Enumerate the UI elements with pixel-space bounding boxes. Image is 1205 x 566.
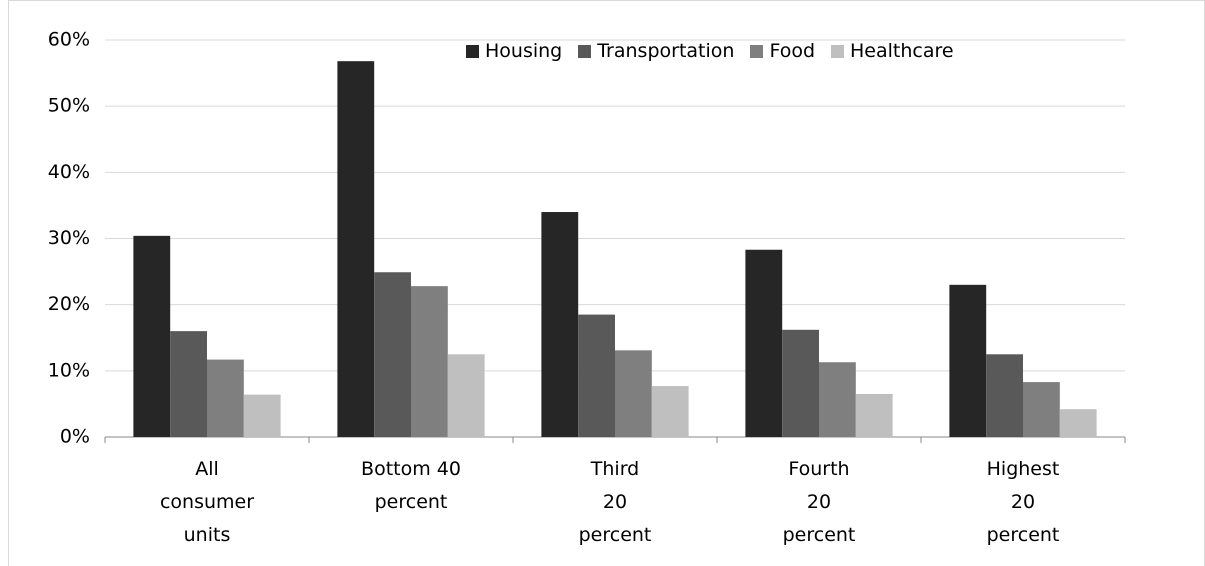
bar <box>986 354 1023 437</box>
bar <box>243 394 281 437</box>
y-tick-label: 10% <box>48 359 90 381</box>
legend-swatch <box>750 44 764 58</box>
bar <box>819 362 856 437</box>
y-tick-label: 60% <box>48 29 90 51</box>
legend: Housing Transportation Food Healthcare <box>466 40 954 62</box>
bar <box>541 212 579 437</box>
legend-swatch <box>831 44 844 58</box>
bar <box>447 354 485 437</box>
y-tick-label: 0% <box>60 426 90 448</box>
bar <box>782 329 819 437</box>
legend-label: Food <box>769 40 815 62</box>
x-tick-label: Bottom 40 percent <box>361 458 461 513</box>
bar <box>1059 409 1097 437</box>
y-tick-label: 20% <box>48 293 90 315</box>
bar <box>374 272 411 437</box>
legend-swatch <box>466 44 479 58</box>
bar <box>615 350 652 437</box>
y-tick-label: 40% <box>48 161 90 183</box>
bar <box>949 284 987 437</box>
legend-label: Housing <box>485 40 563 62</box>
bar <box>207 359 244 437</box>
bar <box>170 331 207 437</box>
x-tick-label: Fourth 20 percent <box>782 458 856 546</box>
x-tick-label: Third 20 percent <box>578 458 652 546</box>
bar <box>411 286 448 437</box>
legend-item: Food <box>750 40 815 62</box>
bar <box>578 314 615 437</box>
x-tick-label: Highest 20 percent <box>986 458 1060 546</box>
y-tick-label: 30% <box>48 227 90 249</box>
bar <box>337 61 375 437</box>
legend-item: Housing <box>466 40 562 62</box>
x-tick-label: All consumer units <box>159 458 255 546</box>
legend-label: Healthcare <box>850 40 954 62</box>
bar <box>133 235 171 437</box>
legend-item: Healthcare <box>831 40 954 62</box>
legend-swatch <box>578 44 592 58</box>
bar <box>855 393 893 437</box>
bar <box>745 249 783 437</box>
y-tick-label: 50% <box>48 95 90 117</box>
legend-label: Transportation <box>597 40 735 62</box>
bar <box>651 386 689 437</box>
legend-item: Transportation <box>578 40 734 62</box>
bar <box>1023 382 1060 437</box>
